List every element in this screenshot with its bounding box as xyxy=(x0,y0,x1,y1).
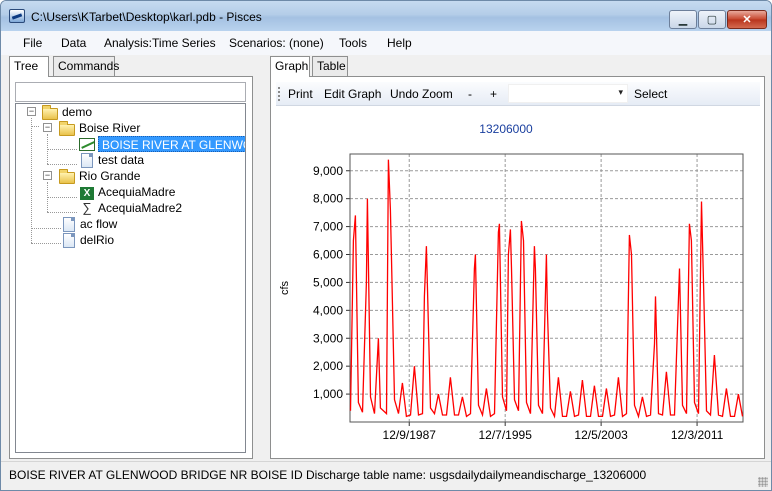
graph-panel: Print Edit Graph Undo Zoom - + ▾ Select … xyxy=(270,76,765,459)
document-icon xyxy=(63,233,75,248)
y-tick-label: 7,000 xyxy=(313,220,343,234)
plot-frame xyxy=(349,153,744,423)
x-tick-label: 12/3/2011 xyxy=(671,428,724,442)
zoom-out-button[interactable]: - xyxy=(468,87,472,101)
minimize-button[interactable]: ▁ xyxy=(669,10,697,29)
chart-icon xyxy=(79,138,95,151)
tree-connector xyxy=(47,164,77,165)
tree-connector xyxy=(47,197,77,198)
excel-icon: X xyxy=(80,187,94,200)
x-tick-label: 12/9/1987 xyxy=(383,428,437,442)
tab-graph[interactable]: Graph xyxy=(270,56,310,77)
undo-zoom-button[interactable]: Undo Zoom xyxy=(390,87,453,101)
select-button[interactable]: Select xyxy=(634,87,668,101)
data-tree[interactable]: − demo − Boise River BOISE RIVER AT GLEN… xyxy=(15,103,246,453)
tree-connector xyxy=(31,118,32,243)
y-tick-label: 3,000 xyxy=(313,331,343,345)
tab-table[interactable]: Table xyxy=(312,56,348,76)
tree-node-del-rio[interactable]: delRio xyxy=(80,233,115,247)
tree-connector xyxy=(31,228,61,229)
menu-tools[interactable]: Tools xyxy=(339,36,368,50)
print-button[interactable]: Print xyxy=(288,87,313,101)
tree-filter-input[interactable] xyxy=(15,82,246,102)
window-title: C:\Users\KTarbet\Desktop\karl.pdb - Pisc… xyxy=(31,10,262,24)
tree-node-acequia-madre2[interactable]: AcequiaMadre2 xyxy=(98,201,183,215)
toolbar-grip[interactable] xyxy=(278,87,281,101)
tab-tree[interactable]: Tree xyxy=(9,56,49,77)
y-axis-ticks: 1,000 2,000 3,000 4,000 5,000 6,000 7,000 8,000… xyxy=(313,164,350,401)
graph-toolbar: Print Edit Graph Undo Zoom - + ▾ Select xyxy=(276,82,760,106)
y-tick-label: 1,000 xyxy=(313,387,343,401)
series-line xyxy=(349,159,744,419)
folder-icon xyxy=(59,121,75,136)
menu-scenarios[interactable]: Scenarios: (none) xyxy=(229,36,324,50)
y-tick-label: 2,000 xyxy=(313,359,343,373)
folder-icon xyxy=(59,169,75,184)
tree-node-demo[interactable]: demo xyxy=(62,105,93,119)
graph-area[interactable]: 13206000 cfs 1,000 2,000 3,000 4,000 5,000 6,… xyxy=(276,107,760,454)
tree-panel: − demo − Boise River BOISE RIVER AT GLEN… xyxy=(9,76,253,459)
graph-combo-select[interactable]: ▾ xyxy=(508,84,628,103)
tree-connector xyxy=(31,126,39,127)
tree-connector xyxy=(47,149,77,150)
pisces-app-icon xyxy=(9,9,25,23)
y-tick-label: 5,000 xyxy=(313,275,343,289)
y-tick-label: 4,000 xyxy=(313,303,343,317)
status-bar: BOISE RIVER AT GLENWOOD BRIDGE NR BOISE … xyxy=(1,461,771,490)
document-icon xyxy=(81,153,93,168)
document-icon xyxy=(63,217,75,232)
close-button[interactable]: ✕ xyxy=(727,10,767,29)
menu-data[interactable]: Data xyxy=(61,36,87,50)
tree-connector xyxy=(31,243,61,244)
chart-title: 13206000 xyxy=(479,122,533,136)
y-tick-label: 8,000 xyxy=(313,192,343,206)
tab-commands[interactable]: Commands xyxy=(53,56,119,76)
status-text: BOISE RIVER AT GLENWOOD BRIDGE NR BOISE … xyxy=(9,468,647,482)
x-tick-label: 12/5/2003 xyxy=(574,428,628,442)
expander-boise-river[interactable]: − xyxy=(43,122,52,132)
sigma-icon: ∑ xyxy=(82,200,92,215)
expander-rio-grande[interactable]: − xyxy=(43,170,52,180)
flow-chart[interactable]: 13206000 cfs 1,000 2,000 3,000 4,000 5,000 6,… xyxy=(276,107,760,454)
x-tick-label: 12/7/1995 xyxy=(478,428,532,442)
menu-analysis[interactable]: Analysis:Time Series xyxy=(104,36,216,50)
menu-help[interactable]: Help xyxy=(387,36,412,50)
maximize-button[interactable]: ▢ xyxy=(698,10,726,29)
y-tick-label: 6,000 xyxy=(313,248,343,262)
edit-graph-button[interactable]: Edit Graph xyxy=(324,87,382,101)
tree-connector xyxy=(47,212,77,213)
menu-file[interactable]: File xyxy=(23,36,43,50)
menu-bar: File Data Analysis:Time Series Scenarios… xyxy=(1,31,771,55)
resize-grip[interactable] xyxy=(758,477,768,487)
close-icon: ✕ xyxy=(742,14,752,26)
title-bar[interactable]: C:\Users\KTarbet\Desktop\karl.pdb - Pisc… xyxy=(1,1,771,31)
tree-node-boise-glenwood[interactable]: BOISE RIVER AT GLENWOOD xyxy=(98,136,245,152)
chevron-down-icon: ▾ xyxy=(618,87,623,97)
tree-node-test-data[interactable]: test data xyxy=(98,153,145,167)
series-discharge xyxy=(349,159,744,419)
y-tick-label: 9,000 xyxy=(313,164,343,178)
minimize-icon: ▁ xyxy=(678,14,688,26)
tree-node-ac-flow[interactable]: ac flow xyxy=(80,217,118,231)
tree-node-boise-river[interactable]: Boise River xyxy=(79,121,141,135)
folder-icon xyxy=(42,105,58,120)
tree-node-acequia-madre[interactable]: AcequiaMadre xyxy=(98,185,176,199)
y-axis-label: cfs xyxy=(279,280,291,295)
zoom-in-button[interactable]: + xyxy=(490,87,498,101)
tree-node-rio-grande[interactable]: Rio Grande xyxy=(79,169,141,183)
x-axis-ticks: 12/9/1987 12/7/1995 12/5/2003 12/3/2011 xyxy=(383,422,724,442)
maximize-icon: ▢ xyxy=(706,14,718,26)
expander-demo[interactable]: − xyxy=(27,106,36,116)
